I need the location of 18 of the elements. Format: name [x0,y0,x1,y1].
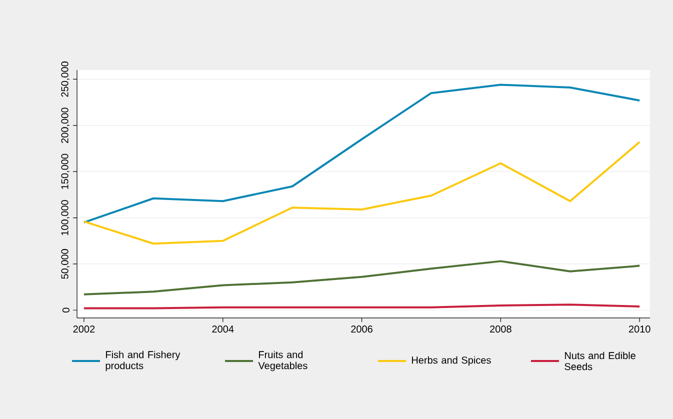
y-tick-label: 150,000 [61,154,70,189]
line-series [82,260,641,296]
y-tick-label: 50,000 [61,249,70,279]
x-tick-label: 2010 [628,326,650,333]
x-tick-label: 2008 [490,326,512,333]
x-tick-label: 2002 [73,326,95,333]
x-tick-label: 2006 [351,326,372,333]
y-tick-label: 250,000 [61,62,70,97]
legend-label: Nuts and Edible Seeds [564,352,636,370]
legend-label: Fish and Fishery products [106,350,180,372]
y-tick-label: 0 [62,308,70,313]
y-tick-label: 200,000 [61,108,70,143]
line-series [82,141,641,245]
line-series [82,84,641,224]
legend-label: Herbs and Spices [412,356,491,366]
y-tick-label: 100,000 [61,200,70,236]
x-tick-label: 2004 [212,326,234,333]
legend-label: Fruits and Vegetables [258,350,308,372]
